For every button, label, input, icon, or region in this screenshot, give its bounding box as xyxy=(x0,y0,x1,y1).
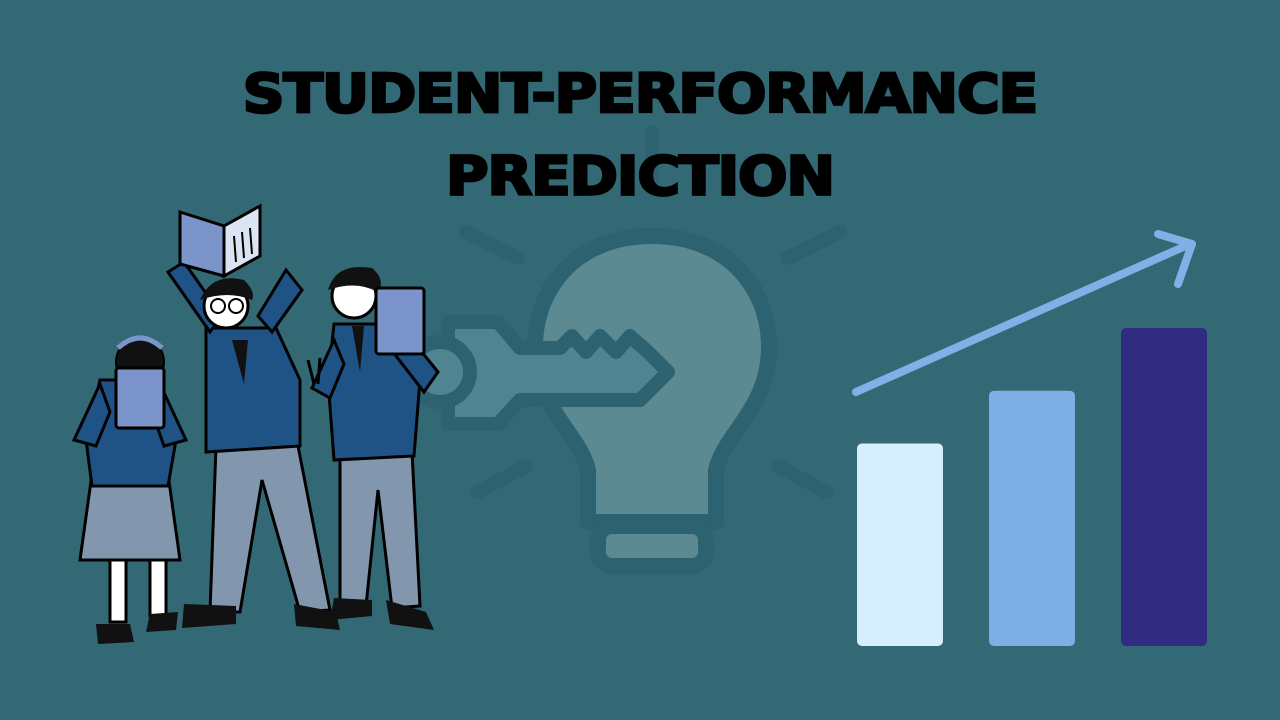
student-boy-figure xyxy=(306,266,440,630)
lightbulb-icon xyxy=(459,125,847,574)
bar-3 xyxy=(1121,328,1207,646)
bar-chart xyxy=(857,328,1207,646)
trend-arrow-icon xyxy=(852,230,1196,396)
title-line-2: PREDICTION xyxy=(444,144,836,209)
title-line-1: STUDENT-PERFORMANCE xyxy=(241,61,1040,126)
bar-2 xyxy=(989,390,1075,646)
bar-1 xyxy=(857,443,943,646)
student-boy-glasses-figure xyxy=(165,203,340,630)
student-girl-figure xyxy=(71,335,189,644)
slide-title: STUDENT-PERFORMANCE PREDICTION xyxy=(0,52,1280,218)
student-group-illustration xyxy=(71,203,440,644)
